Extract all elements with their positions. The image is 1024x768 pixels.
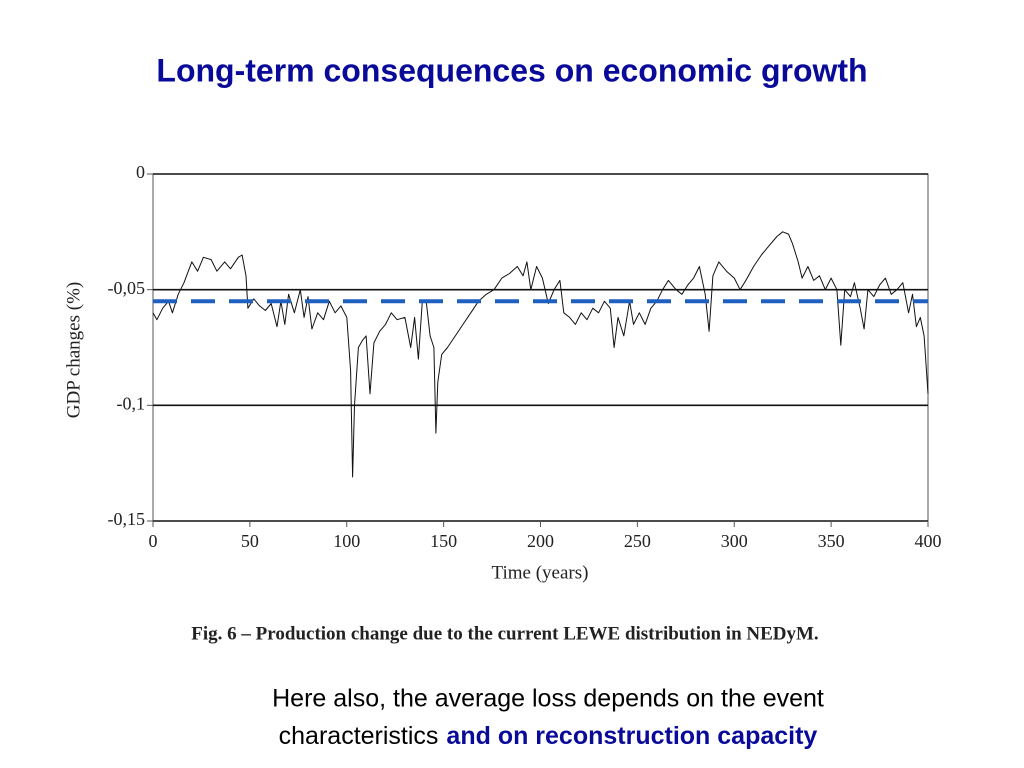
note-emphasis: and on reconstruction capacity xyxy=(446,722,817,750)
x-tick-label: 250 xyxy=(624,531,651,551)
figure-caption: Fig. 6 – Production change due to the cu… xyxy=(191,623,818,644)
y-tick-label: 0 xyxy=(136,162,145,182)
x-tick-label: 350 xyxy=(818,531,845,551)
x-tick-label: 400 xyxy=(915,531,942,551)
y-tick-label: -0,05 xyxy=(108,278,146,298)
note-text: characteristics xyxy=(279,722,439,750)
x-tick-label: 50 xyxy=(241,531,259,551)
x-axis-label: Time (years) xyxy=(492,562,589,583)
note-line: characteristics and on reconstruction cap… xyxy=(279,722,818,750)
note-line: Here also, the average loss depends on t… xyxy=(272,685,824,713)
slide-title: Long-term consequences on economic growt… xyxy=(156,52,867,88)
y-tick-label: -0,15 xyxy=(108,509,146,529)
x-tick-label: 100 xyxy=(333,531,360,551)
y-axis-label: GDP changes (%) xyxy=(63,282,84,418)
x-tick-label: 150 xyxy=(430,531,457,551)
x-tick-label: 0 xyxy=(149,531,158,551)
plot: 0-0,05-0,1-0,150 50 100 150 200 250 300 350 400 xyxy=(108,162,942,551)
x-tick-label: 300 xyxy=(721,531,748,551)
y-tick-label: -0,1 xyxy=(117,393,146,413)
plot-frame xyxy=(152,173,929,522)
data-line xyxy=(152,231,929,478)
x-tick-label: 200 xyxy=(527,531,554,551)
